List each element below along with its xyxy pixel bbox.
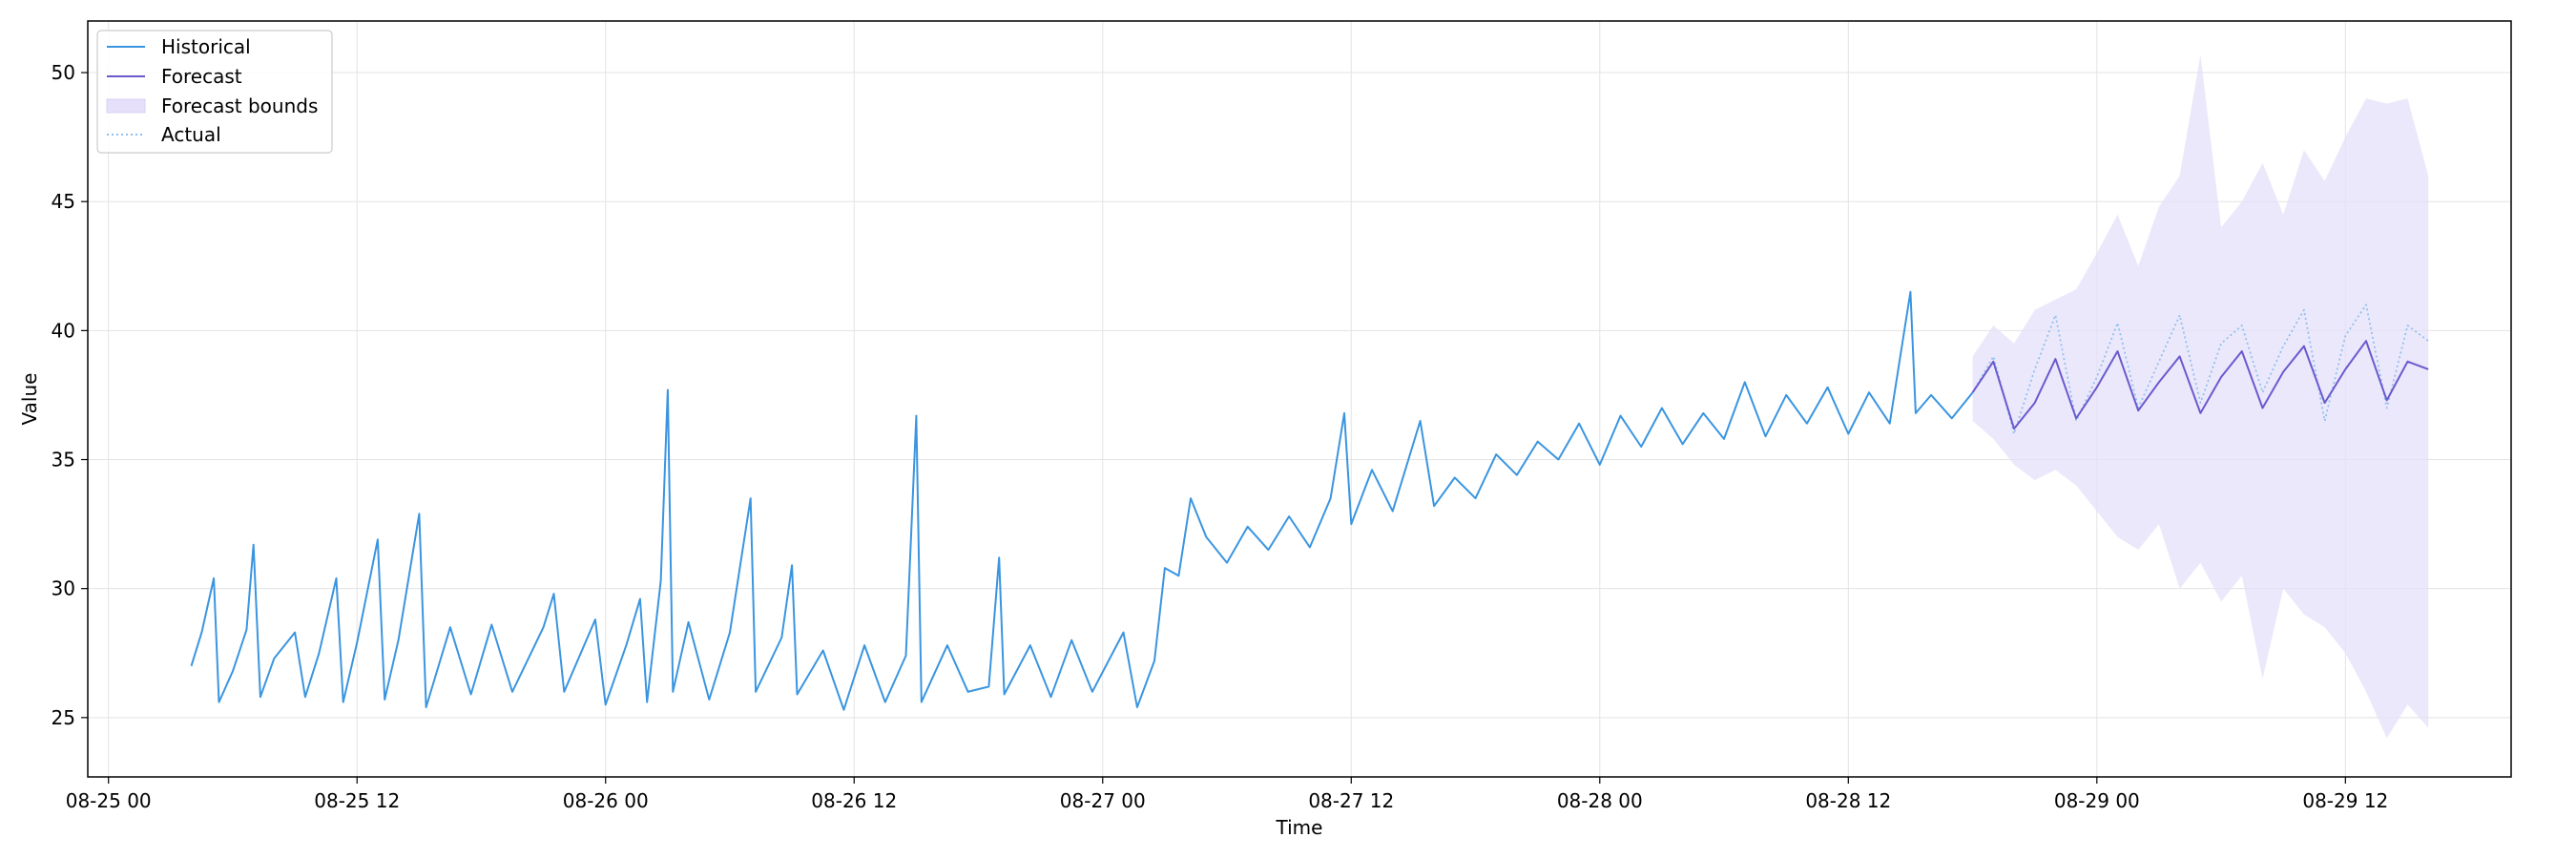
x-tick-label: 08-28 00 (1557, 789, 1643, 812)
x-tick-label: 08-26 00 (563, 789, 649, 812)
series-line-historical (190, 290, 1974, 711)
forecast-bounds-band (1972, 54, 2429, 739)
x-tick-label: 08-26 12 (811, 789, 897, 812)
y-axis-ticks: 25 30 35 40 45 50 (52, 61, 88, 729)
x-axis-title: Time (1276, 816, 1323, 839)
legend-box (96, 30, 333, 154)
x-axis-ticks: 08-25 00 08-25 12 08-26 00 08-26 12 08-27 00… (66, 777, 2388, 812)
legend: Historical Forecast Forecast bounds Actu… (96, 30, 333, 154)
y-tick-label: 30 (52, 577, 75, 600)
x-tick-label: 08-29 12 (2302, 789, 2388, 812)
legend-swatch-bounds (106, 98, 146, 114)
legend-label-historical: Historical (161, 35, 251, 58)
legend-label-bounds: Forecast bounds (161, 94, 318, 117)
y-tick-label: 35 (52, 449, 75, 471)
legend-label-actual: Actual (161, 123, 221, 146)
series-line-actual (1971, 304, 2429, 435)
series-line-forecast (1971, 340, 2429, 430)
plot-frame (87, 20, 2512, 778)
series-layer (190, 290, 2429, 711)
x-tick-label: 08-27 00 (1060, 789, 1146, 812)
y-tick-label: 40 (52, 319, 75, 342)
forecast-bounds-layer (1972, 54, 2429, 739)
x-tick-label: 08-27 12 (1308, 789, 1394, 812)
x-tick-label: 08-25 00 (66, 789, 152, 812)
x-tick-label: 08-28 12 (1805, 789, 1891, 812)
x-tick-label: 08-29 00 (2054, 789, 2140, 812)
y-tick-label: 45 (52, 190, 75, 213)
x-tick-label: 08-25 12 (314, 789, 400, 812)
y-tick-label: 50 (52, 61, 75, 84)
y-tick-label: 25 (52, 706, 75, 729)
legend-label-forecast: Forecast (161, 65, 242, 88)
y-axis-title: Value (18, 373, 41, 426)
